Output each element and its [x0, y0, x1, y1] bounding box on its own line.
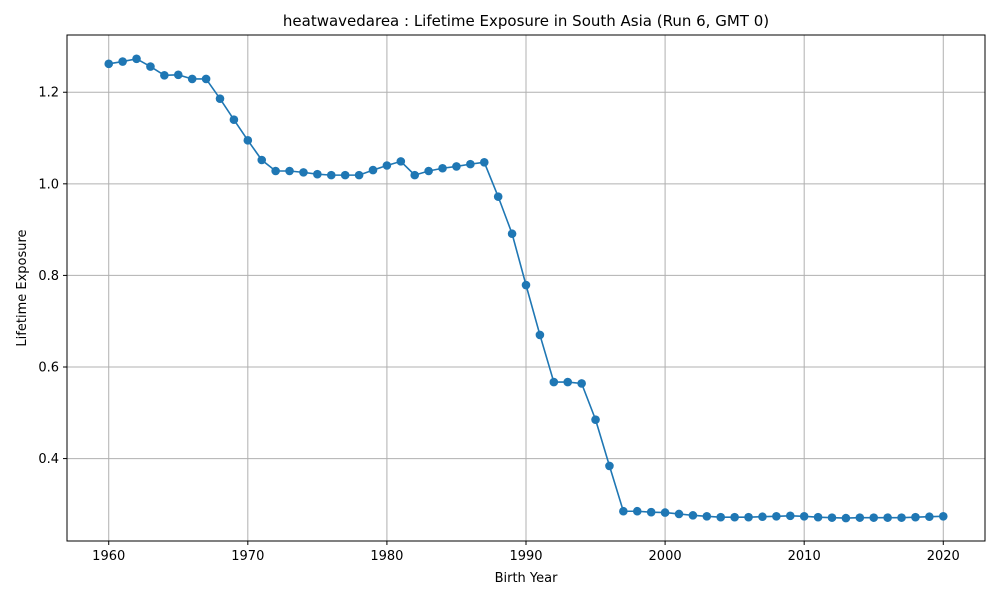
data-point	[160, 70, 169, 80]
data-point	[855, 513, 865, 522]
data-point	[507, 229, 517, 239]
y-axis-title: Lifetime Exposure	[15, 229, 30, 346]
data-point	[201, 74, 211, 84]
x-tick-label: 2010	[788, 549, 821, 564]
series-line	[104, 54, 948, 523]
data-point	[466, 159, 475, 169]
data-point	[716, 512, 726, 522]
data-point	[563, 377, 573, 387]
data-point	[897, 513, 906, 522]
x-tick-label: 1960	[92, 549, 125, 564]
data-point	[646, 507, 656, 517]
data-point	[911, 512, 920, 522]
data-point	[452, 162, 461, 171]
data-point	[229, 115, 239, 125]
data-point	[368, 165, 378, 175]
data-point	[925, 512, 934, 522]
data-point	[132, 54, 141, 64]
data-point	[688, 511, 698, 520]
data-point	[410, 170, 420, 180]
y-tick-label: 0.8	[38, 269, 59, 284]
data-point	[326, 170, 336, 180]
grid	[67, 35, 985, 541]
data-point	[493, 192, 503, 201]
data-point	[660, 508, 670, 517]
data-point	[591, 415, 600, 424]
y-tick-label: 1.0	[38, 177, 59, 192]
data-point	[938, 511, 948, 521]
x-tick-label: 2000	[649, 549, 682, 564]
data-point	[479, 158, 489, 167]
data-point	[883, 513, 892, 522]
data-point	[813, 512, 823, 522]
data-point	[702, 511, 712, 521]
data-point	[146, 62, 155, 71]
data-point	[396, 157, 406, 166]
data-point	[257, 155, 267, 165]
data-point	[438, 163, 447, 173]
data-point	[118, 57, 127, 66]
x-tick-label: 2020	[927, 549, 960, 564]
x-tick-label: 1980	[370, 549, 403, 564]
data-point	[730, 512, 739, 522]
data-point	[382, 161, 392, 170]
data-point	[313, 169, 322, 179]
data-point	[549, 377, 559, 387]
data-point	[799, 511, 809, 521]
y-tick-label: 0.4	[38, 452, 59, 467]
data-point	[785, 511, 795, 521]
data-point	[104, 59, 114, 69]
data-point	[841, 513, 851, 523]
data-point	[632, 506, 642, 516]
x-tick-label: 1970	[231, 549, 264, 564]
data-point	[577, 379, 586, 388]
data-point	[535, 330, 545, 340]
data-point	[173, 70, 183, 80]
data-point	[772, 511, 781, 521]
data-point	[605, 461, 614, 471]
y-tick-label: 1.2	[38, 86, 59, 101]
data-point	[187, 74, 197, 84]
x-tick-label: 1990	[509, 549, 542, 564]
data-point	[869, 513, 879, 522]
data-point	[215, 94, 225, 103]
data-point	[619, 506, 628, 516]
data-point	[354, 170, 364, 180]
axis-ticks: 1960 1970 1980 1990 2000 2010 2020 0.4 0.6 0.8 1.0…	[38, 86, 960, 564]
data-point	[424, 166, 433, 176]
data-point	[340, 170, 350, 180]
data-point	[285, 166, 294, 176]
data-point	[744, 512, 753, 522]
data-point	[299, 168, 308, 177]
data-point	[674, 509, 684, 519]
data-point	[758, 512, 767, 522]
x-axis-title: Birth Year	[495, 571, 559, 586]
chart-title: heatwavedarea : Lifetime Exposure in Sou…	[283, 12, 769, 30]
data-point	[521, 280, 531, 290]
data-point	[243, 136, 253, 145]
data-point	[271, 166, 280, 176]
data-point	[827, 513, 837, 522]
y-tick-label: 0.6	[38, 360, 59, 375]
